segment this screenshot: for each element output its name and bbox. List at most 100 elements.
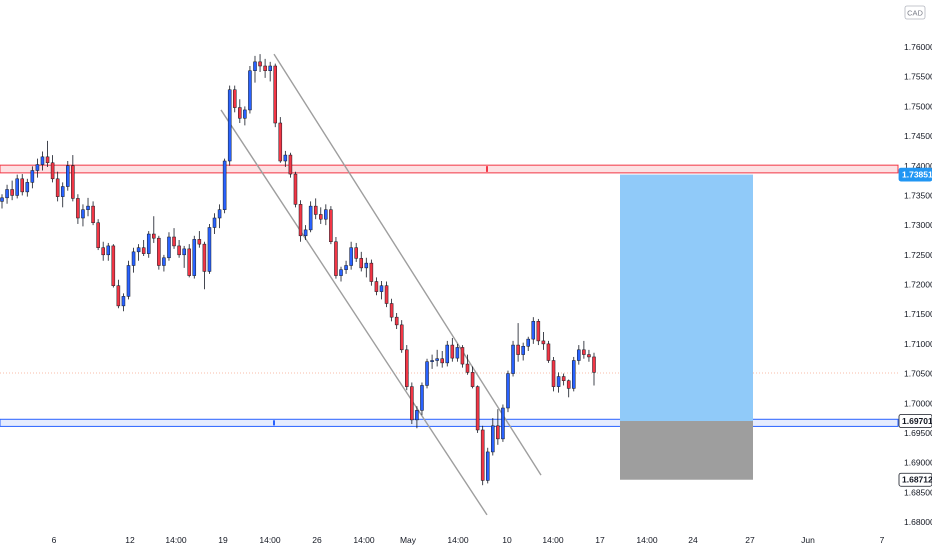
candle bbox=[141, 239, 146, 256]
candle-body bbox=[480, 429, 485, 481]
candle bbox=[587, 349, 591, 362]
y-tick-label: 1.76000 bbox=[904, 42, 932, 52]
candle-body bbox=[435, 358, 439, 361]
price-tag bbox=[898, 472, 932, 487]
candle bbox=[126, 260, 131, 300]
candle-body bbox=[116, 285, 121, 307]
x-tick-label: Jun bbox=[801, 535, 815, 545]
currency-badge[interactable] bbox=[904, 5, 926, 20]
resistance-zone[interactable] bbox=[0, 164, 899, 174]
support-zone-handle[interactable] bbox=[273, 420, 275, 426]
candle-body bbox=[222, 160, 227, 210]
candle bbox=[303, 225, 308, 240]
y-tick-label: 1.69500 bbox=[904, 428, 932, 438]
candle bbox=[440, 351, 444, 368]
y-tick-label: 1.71000 bbox=[904, 339, 932, 349]
candle bbox=[516, 323, 520, 362]
candle bbox=[273, 63, 277, 128]
y-tick-label: 1.68500 bbox=[904, 487, 932, 497]
x-tick-label: 19 bbox=[218, 535, 228, 545]
candle-body bbox=[415, 410, 419, 421]
candle-body bbox=[283, 154, 288, 162]
candle-body bbox=[359, 258, 364, 269]
candle-body bbox=[308, 205, 313, 231]
candle-body bbox=[121, 296, 126, 307]
candle-body bbox=[60, 186, 65, 197]
candle-body bbox=[536, 321, 541, 342]
x-tick-label: 7 bbox=[880, 535, 885, 545]
position-loss-zone[interactable] bbox=[620, 421, 753, 480]
candle bbox=[430, 354, 434, 369]
candle bbox=[71, 155, 75, 202]
candle-body bbox=[15, 178, 19, 196]
candle-body bbox=[420, 385, 424, 411]
candle bbox=[526, 336, 530, 351]
candle bbox=[86, 197, 90, 217]
candle bbox=[364, 257, 369, 278]
candle-body bbox=[531, 321, 536, 340]
candle-body bbox=[440, 358, 444, 364]
candle bbox=[531, 317, 536, 344]
candle bbox=[81, 204, 85, 227]
candle bbox=[182, 245, 186, 268]
candle bbox=[96, 219, 100, 251]
candle bbox=[566, 379, 571, 398]
candle-body bbox=[344, 265, 348, 270]
candle-body bbox=[167, 236, 171, 259]
candle bbox=[582, 340, 586, 359]
candle bbox=[501, 404, 505, 442]
candle bbox=[384, 281, 389, 308]
candle-body bbox=[157, 237, 161, 266]
candle-body bbox=[566, 380, 571, 389]
candle-body bbox=[349, 247, 353, 266]
support-zone[interactable] bbox=[0, 418, 899, 427]
resistance-zone-handle[interactable] bbox=[486, 166, 488, 172]
candle-body bbox=[232, 89, 237, 108]
candle bbox=[480, 425, 485, 486]
candle bbox=[20, 174, 25, 196]
candle bbox=[15, 174, 19, 199]
candle bbox=[25, 178, 30, 197]
candle-body bbox=[146, 233, 151, 254]
candle-body bbox=[582, 349, 586, 355]
candle bbox=[491, 418, 495, 456]
candle-body bbox=[541, 340, 546, 345]
candle bbox=[374, 277, 379, 296]
candle bbox=[55, 171, 60, 202]
candle bbox=[217, 204, 222, 229]
candle bbox=[5, 184, 9, 204]
candle bbox=[278, 117, 283, 163]
candle bbox=[146, 231, 151, 258]
candle-body bbox=[334, 241, 338, 276]
candle-body bbox=[324, 209, 328, 220]
candle bbox=[415, 406, 419, 429]
candle bbox=[288, 152, 293, 178]
x-tick-label: 14:00 bbox=[353, 535, 375, 545]
candle-body bbox=[455, 347, 460, 359]
x-tick-label: 14:00 bbox=[447, 535, 469, 545]
candle-body bbox=[258, 61, 262, 67]
candle-body bbox=[106, 245, 111, 256]
channel-upper-line[interactable] bbox=[273, 53, 542, 476]
candle-body bbox=[288, 154, 293, 175]
candle-body bbox=[319, 214, 323, 220]
candle-body bbox=[298, 204, 303, 237]
candle bbox=[470, 366, 475, 389]
candle bbox=[349, 241, 353, 270]
candle bbox=[556, 372, 561, 393]
channel-lower-line[interactable] bbox=[220, 109, 488, 516]
candle-body bbox=[81, 209, 85, 219]
y-tick-label: 1.70500 bbox=[904, 369, 932, 379]
candle bbox=[394, 313, 399, 330]
y-tick-label: 1.69000 bbox=[904, 458, 932, 468]
position-profit-zone[interactable] bbox=[620, 174, 753, 422]
y-tick-label: 1.75000 bbox=[904, 101, 932, 111]
candle-body bbox=[243, 109, 247, 119]
candle bbox=[60, 182, 65, 208]
candle-body bbox=[546, 343, 551, 361]
candle-body bbox=[263, 65, 267, 71]
x-tick-label: 14:00 bbox=[165, 535, 187, 545]
candle bbox=[592, 352, 596, 386]
candle-body bbox=[526, 338, 530, 347]
